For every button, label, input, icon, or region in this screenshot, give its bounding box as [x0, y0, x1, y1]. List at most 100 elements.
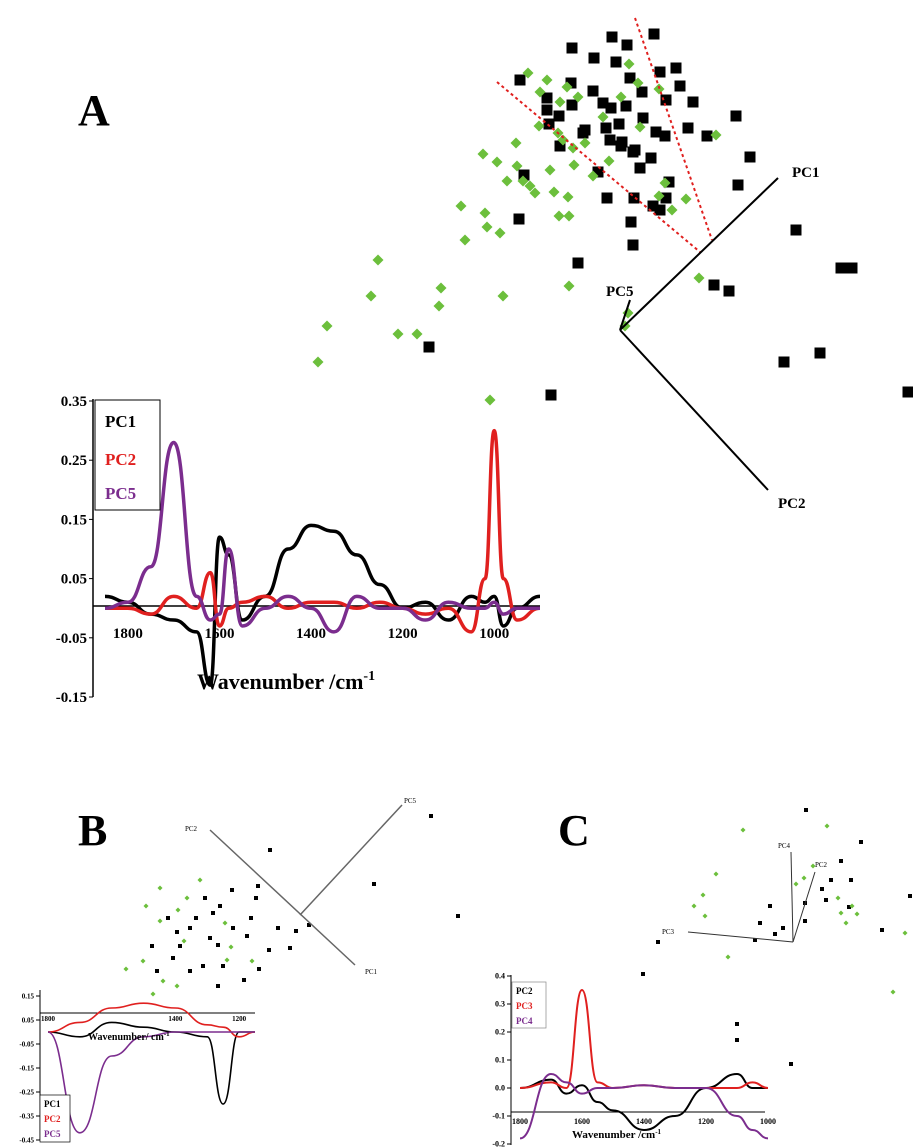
panel-a-score-diamond	[511, 160, 523, 172]
panel-a-score-square	[723, 285, 735, 297]
panel-a-score-diamond	[372, 254, 384, 266]
panel-a-score-square	[730, 110, 742, 122]
panel-b-score-square	[231, 926, 235, 930]
panel-c-scores	[641, 808, 912, 1066]
panel-c-score-square	[880, 928, 884, 932]
panel-b-score-diamond	[123, 966, 129, 972]
panel-c-score-diamond	[740, 827, 746, 833]
panel-a-score-diamond	[501, 175, 513, 187]
panel-c-score-square	[768, 904, 772, 908]
panel-a-score-diamond	[710, 129, 722, 141]
panel-b-score-square	[218, 904, 222, 908]
panel-a-score-diamond	[533, 120, 545, 132]
panel-a-score-diamond	[312, 356, 324, 368]
panel-a-score-square	[600, 122, 612, 134]
panel-a-score-square	[701, 130, 713, 142]
panel-c-score-square	[824, 898, 828, 902]
x-tick-label: 1000	[479, 626, 509, 642]
x-tick-label: 1200	[232, 1015, 247, 1023]
panel-b-axis-pc5	[299, 804, 403, 916]
panel-c-score-square	[804, 808, 808, 812]
x-tick-label: 1400	[168, 1015, 183, 1023]
panel-a-score-diamond	[567, 142, 579, 154]
panel-a-legend-pc1: PC1	[105, 412, 136, 431]
panel-a-score-diamond	[544, 164, 556, 176]
panel-b-xlabel: Wavenumber/ cm-1	[88, 1030, 170, 1043]
panel-b-score-square	[221, 964, 225, 968]
panel-a-score-square	[629, 144, 641, 156]
y-tick-label: 0.15	[22, 992, 35, 1000]
panel-b-score-square	[171, 956, 175, 960]
panel-a-score-square	[902, 386, 913, 398]
x-tick-label: 1200	[698, 1117, 714, 1126]
x-tick-label: 1000	[760, 1117, 776, 1126]
panel-a-score-diamond	[524, 180, 536, 192]
panel-a-score-square	[566, 42, 578, 54]
panel-c-score-square	[758, 921, 762, 925]
panel-b-score-square	[208, 936, 212, 940]
panel-a-score-diamond	[554, 96, 566, 108]
panel-a-score-square	[514, 74, 526, 86]
panel-a-score-square	[587, 85, 599, 97]
panel-a-score-diamond	[563, 210, 575, 222]
panel-b-score-diamond	[157, 918, 163, 924]
panel-c-score-square	[735, 1038, 739, 1042]
panel-a-score-diamond	[563, 280, 575, 292]
panel-a-score-square	[708, 279, 720, 291]
panel-a-score-square	[650, 126, 662, 138]
panel-a-score-diamond	[365, 290, 377, 302]
panel-a-score-diamond	[522, 67, 534, 79]
panel-a-legend-box	[94, 399, 161, 511]
panel-b-score-square	[257, 967, 261, 971]
panel-b-score-diamond	[224, 957, 230, 963]
panel-a-score-diamond	[659, 177, 671, 189]
panel-c-score-square	[847, 905, 851, 909]
panel-c-score-square	[803, 919, 807, 923]
panel-a-score-square	[624, 72, 636, 84]
panel-a-legend-pc2: PC2	[105, 450, 136, 469]
panel-a-score-square	[814, 347, 826, 359]
panel-b-score-square	[254, 896, 258, 900]
panel-a-score-diamond	[548, 186, 560, 198]
loading-line-pc2	[519, 1072, 768, 1132]
loading-line-pc5	[47, 1031, 255, 1134]
panel-a-score-diamond	[392, 328, 404, 340]
panel-a-score-square	[553, 110, 565, 122]
panel-c-loadings: 0.4 0.3 0.2 0.1 0.0 -0.1 -0.2 1800 1600 1400 1200…	[492, 972, 776, 1148]
panel-a-score-square	[732, 179, 744, 191]
panel-c-score-diamond	[702, 913, 708, 919]
y-tick-label: -0.25	[19, 1088, 34, 1096]
panel-c-score-square	[781, 926, 785, 930]
panel-a-score-diamond	[568, 159, 580, 171]
x-tick-label: 1200	[388, 626, 418, 642]
panel-a-axis-pc5-label: PC5	[606, 284, 634, 300]
loading-line-pc2	[47, 1002, 256, 1038]
panel-a-score-square	[835, 262, 847, 274]
panel-c-score-diamond	[810, 863, 816, 869]
panel-a-score-square	[604, 134, 616, 146]
panel-c-score-square	[820, 887, 824, 891]
panel-a-score-diamond	[615, 91, 627, 103]
panel-a-score-square	[841, 262, 853, 274]
panel-b-score-diamond	[184, 895, 190, 901]
panel-c-label: C	[558, 806, 590, 855]
panel-c-axis-pc4	[790, 851, 794, 943]
panel-b-score-square	[245, 934, 249, 938]
panel-b-axis-pc2	[209, 829, 356, 966]
panel-a-score-square	[682, 122, 694, 134]
panel-c-score-diamond	[835, 895, 841, 901]
panel-a-score-diamond	[561, 81, 573, 93]
panel-c-score-square	[656, 940, 660, 944]
panel-a-score-diamond	[680, 193, 692, 205]
y-tick-label: 0.1	[495, 1056, 505, 1065]
panel-b-score-diamond	[160, 978, 166, 984]
panel-c-score-square	[735, 1022, 739, 1026]
panel-a-score-diamond	[632, 77, 644, 89]
panel-a-score-square	[634, 162, 646, 174]
x-tick-label: 1600	[204, 626, 234, 642]
panel-a-score-square	[778, 356, 790, 368]
panel-a-score-square	[790, 224, 802, 236]
panel-b-axis-pc2-label: PC2	[185, 825, 198, 833]
panel-c-score-diamond	[838, 910, 844, 916]
panel-c-score-square	[859, 840, 863, 844]
